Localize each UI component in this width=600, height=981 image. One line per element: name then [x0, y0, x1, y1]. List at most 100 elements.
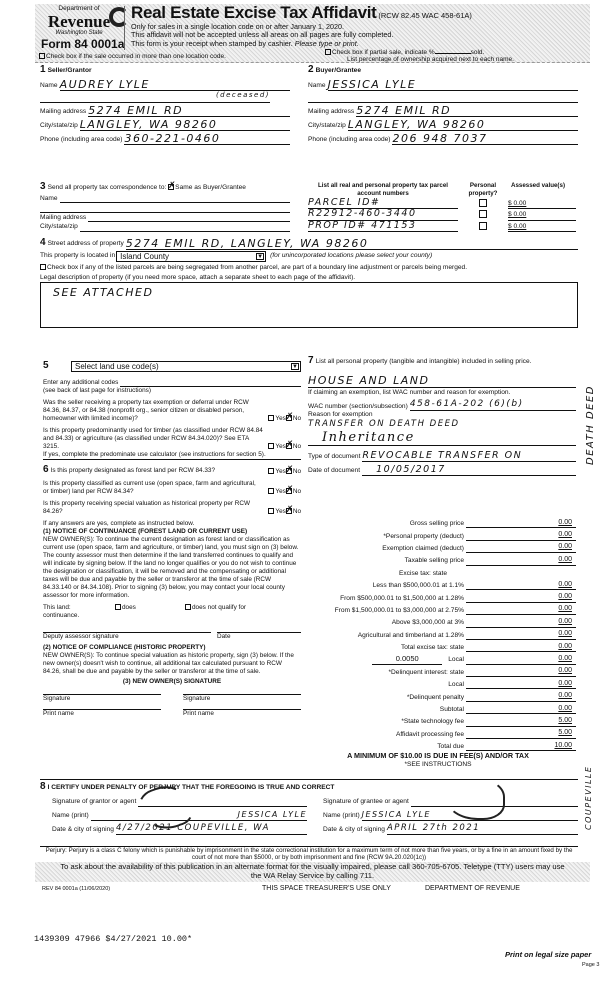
tax-row-value[interactable]: 0.00	[466, 667, 576, 678]
doctype-field[interactable]: REVOCABLE TRANSFER ON	[362, 450, 576, 462]
q5-no-checkbox[interactable]	[285, 504, 293, 515]
q2-yes-checkbox[interactable]	[268, 442, 275, 449]
deputy-signature-field[interactable]: Deputy assessor signature	[43, 632, 211, 641]
same-as-buyer-checkbox[interactable]	[168, 180, 176, 191]
tax-row-value[interactable]: 0.00	[466, 581, 576, 591]
seller-mail-field[interactable]: 5274 EMIL RD	[88, 105, 290, 117]
does-not-checkbox[interactable]	[185, 604, 191, 610]
personal-property-checkbox[interactable]	[478, 198, 487, 207]
owner-print-name-2[interactable]: Print name	[183, 709, 301, 718]
grantee-date-field[interactable]: APRIL 27th 2021	[386, 823, 578, 835]
additional-codes-field[interactable]	[120, 380, 301, 387]
county-select[interactable]: Island County ▼	[116, 250, 267, 262]
tax-row-value[interactable]: 0.00	[466, 655, 576, 665]
owner-signature-1[interactable]: Signature	[43, 694, 161, 703]
assessed-value-field[interactable]: $ 0.00	[508, 223, 576, 232]
q3-yes-checkbox[interactable]	[268, 468, 275, 474]
parcel-number-field[interactable]: PROP ID# 471153	[308, 220, 458, 232]
parcel-number-field[interactable]: PARCEL ID#	[308, 197, 458, 209]
personal-property-checkbox[interactable]	[478, 221, 487, 230]
does-checkbox[interactable]	[115, 604, 121, 610]
wac-field[interactable]: 458-61A-202 (6)(b)	[409, 399, 576, 411]
corr-city-label: City/state/zip	[40, 223, 78, 231]
grantor-date-field[interactable]: 4/27/2021 COUPEVILLE, WA	[115, 823, 307, 835]
docdate-field[interactable]: 10/05/2017	[362, 464, 576, 476]
tax-row-value[interactable]: 0.00	[466, 605, 576, 616]
assessed-value-field[interactable]: $ 0.00	[508, 211, 576, 221]
tax-row-value[interactable]: 0.00	[466, 519, 576, 529]
q1-yes-checkbox[interactable]	[268, 414, 275, 421]
segregated-checkbox[interactable]	[40, 263, 46, 270]
land-use-select[interactable]: Select land use code(s) ▼	[71, 360, 301, 372]
docdate-label: Date of document	[308, 467, 361, 475]
tax-row-value[interactable]: 0.00	[466, 543, 576, 554]
cashier-stamp: 1439309 47966 $4/27/2021 10.00*	[34, 934, 193, 944]
tax-row-value[interactable]: 0.00	[466, 618, 576, 628]
tax-row-value[interactable]: 0.00	[466, 705, 576, 715]
reason-field-2[interactable]: Inheritance	[308, 430, 576, 446]
assessed-value-field[interactable]: $ 0.00	[508, 200, 576, 209]
buyer-city-field[interactable]: LANGLEY, WA 98260	[347, 119, 578, 131]
seller-name-field[interactable]: AUDREY LYLE	[59, 79, 290, 91]
tax-row-value[interactable]: 0.00	[466, 531, 576, 541]
tax-row: Taxable selling price 0.00	[300, 553, 576, 566]
legal-description-value: SEE ATTACHED	[53, 285, 154, 299]
deputy-date-field[interactable]: Date	[217, 632, 301, 641]
tax-row: 0.0050 Local 0.00	[300, 652, 576, 665]
corr-name-field[interactable]	[59, 194, 290, 203]
buyer-name-label: Name	[308, 82, 326, 90]
form-citation: (RCW 82.45 WAC 458-61A)	[378, 11, 472, 20]
buyer-mail-field[interactable]: 5274 EMIL RD	[356, 105, 578, 117]
this-land-label: This land:	[43, 604, 71, 611]
reason-field-1[interactable]: TRANSFER ON DEATH DEED	[308, 418, 460, 429]
owner-print-name-1[interactable]: Print name	[43, 709, 161, 718]
tax-row-value[interactable]: 0.00	[466, 643, 576, 653]
street-address-field[interactable]: 5274 EMIL RD, LANGLEY, WA 98260	[125, 238, 578, 250]
new-owner-signature-title: (3) NEW OWNER(S) SIGNATURE	[122, 678, 222, 685]
logo-state: Washington State	[55, 30, 103, 36]
q1-no-checkbox[interactable]	[285, 411, 293, 422]
parcel-table: List all real and personal property tax …	[308, 182, 578, 232]
tax-row-value[interactable]: 0.00	[466, 630, 576, 640]
tax-row: Affidavit processing fee 5.00	[300, 727, 576, 740]
q2-no-checkbox[interactable]	[285, 439, 293, 450]
legal-description-field[interactable]: SEE ATTACHED	[40, 281, 578, 328]
county-note: (for unincorporated locations please sel…	[270, 251, 433, 259]
section-number: 1	[40, 64, 46, 75]
grantee-name-field[interactable]: JESSICA LYLE	[361, 809, 578, 821]
q5-yes-checkbox[interactable]	[268, 508, 275, 514]
treasurer-use-label: THIS SPACE TREASURER'S USE ONLY	[262, 885, 391, 892]
partial-sale-checkbox[interactable]	[325, 49, 331, 55]
tax-row-value[interactable]: 0.00	[466, 692, 576, 702]
tax-row-value[interactable]: 5.00	[466, 729, 576, 740]
continuance-title: (1) NOTICE OF CONTINUANCE (FOREST LAND O…	[43, 528, 248, 535]
seller-city-field[interactable]: LANGLEY, WA 98260	[79, 119, 290, 131]
grantor-name-field[interactable]: JESSICA LYLE	[90, 809, 307, 821]
personal-property-checkbox[interactable]	[478, 210, 487, 219]
tax-row: *Delinquent penalty 0.00	[300, 689, 576, 702]
logo-dept-of: Department of	[58, 5, 100, 12]
q3-no-checkbox[interactable]	[285, 464, 293, 475]
print-legal-note: Print on legal size paper	[505, 950, 592, 959]
buyer-name-field[interactable]: JESSICA LYLE	[327, 79, 578, 91]
corr-mail-field[interactable]	[88, 213, 290, 222]
tax-row: Total excise tax: state 0.00	[300, 640, 576, 653]
owner-signature-2[interactable]: Signature	[183, 694, 301, 703]
tax-row-value[interactable]: 0.00	[466, 593, 576, 603]
parcel-number-field[interactable]: R22912-460-3440	[308, 208, 458, 221]
multi-location-checkbox[interactable]	[39, 53, 45, 59]
tax-row-value[interactable]: 5.00	[466, 717, 576, 727]
partial-pct-field[interactable]	[434, 53, 471, 54]
q4-yes-checkbox[interactable]	[268, 488, 275, 494]
tax-row-value[interactable]: 0.00	[466, 680, 576, 690]
buyer-phone-field[interactable]: 206 948 7037	[392, 133, 578, 145]
grantor-signature-field[interactable]	[138, 796, 307, 807]
tax-row-value[interactable]: 10.00	[466, 742, 576, 752]
corr-city-field[interactable]	[79, 222, 290, 232]
personal-property-field[interactable]: HOUSE AND LAND	[308, 374, 576, 388]
q4-no-checkbox[interactable]	[285, 484, 293, 495]
tax-row: Agricultural and timberland at 1.28% 0.00	[300, 628, 576, 640]
tax-row-value[interactable]: 0.00	[466, 556, 576, 566]
local-rate-field[interactable]: 0.0050	[372, 654, 443, 665]
seller-phone-field[interactable]: 360-221-0460	[124, 133, 290, 145]
